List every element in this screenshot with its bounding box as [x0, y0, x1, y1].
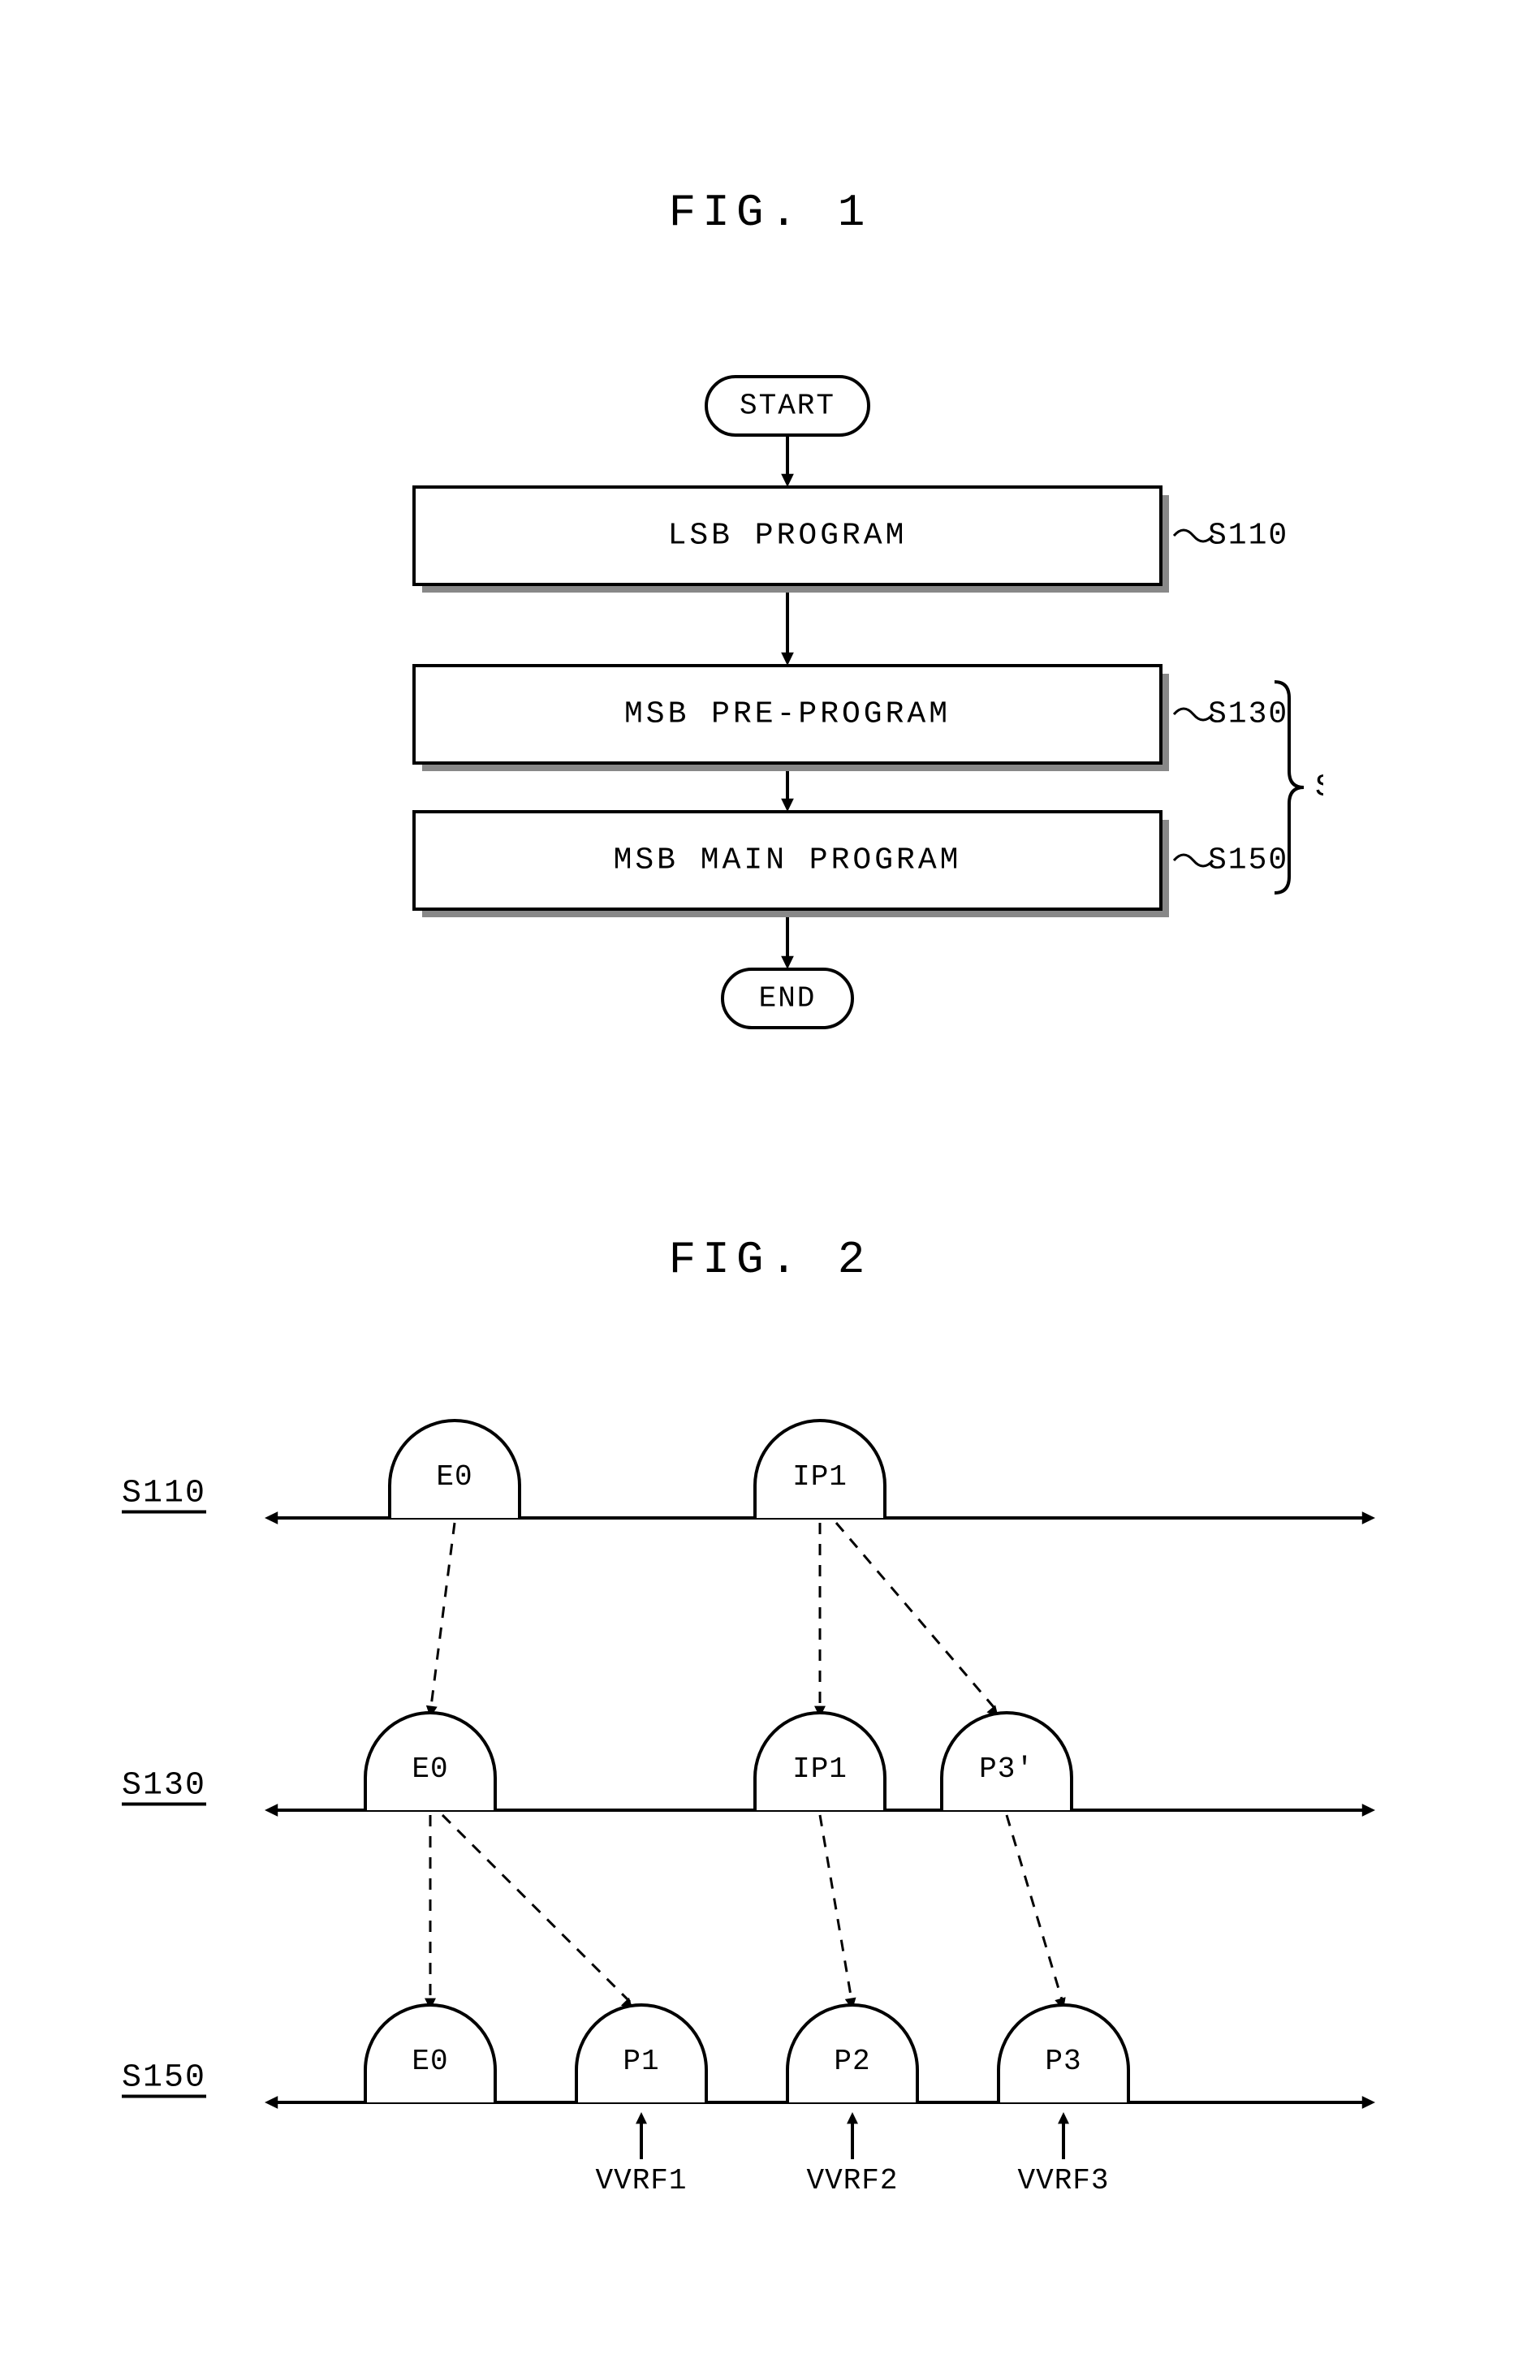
hump-s150-p2-label: P2 — [834, 2045, 870, 2078]
hump-s110-e0-label: E0 — [436, 1460, 472, 1494]
step-label-s130: S130 — [1208, 697, 1288, 732]
step-group-label: S120 — [1315, 770, 1323, 805]
hump-s150-p1-label: P1 — [623, 2045, 659, 2078]
step-label-s110: S110 — [1208, 519, 1288, 554]
vvrf-label: VVRF2 — [806, 2164, 898, 2197]
process-s130: MSB PRE-PROGRAM — [624, 697, 951, 732]
figure-2-diagram: S110 E0 IP1 S130 E0 IP1 P3' S150 E0 P1 P2 P3 VVRF1 VV… — [106, 1412, 1437, 2265]
end-terminal: END — [759, 982, 817, 1015]
start-terminal: START — [740, 390, 835, 423]
vvrf-label: VVRF3 — [1017, 2164, 1109, 2197]
hump-s130-p3p-label: P3' — [979, 1753, 1034, 1786]
figure-1-title: FIG. 1 — [0, 187, 1540, 239]
hump-s150-e0-label: E0 — [412, 2045, 448, 2078]
process-s150: MSB MAIN PROGRAM — [614, 843, 962, 878]
step-label-s150: S150 — [1208, 843, 1288, 878]
hump-s150-p3-label: P3 — [1045, 2045, 1081, 2078]
figure-2-title: FIG. 2 — [0, 1234, 1540, 1286]
vvrf-label: VVRF1 — [595, 2164, 687, 2197]
row-label-s130: S130 — [122, 1768, 206, 1804]
figure-1-flowchart: START LSB PROGRAM S110 MSB PRE-PROGRAM S130 M… — [252, 373, 1323, 1039]
process-s110: LSB PROGRAM — [668, 519, 908, 554]
row-label-s110: S110 — [122, 1476, 206, 1512]
hump-s130-ip1-label: IP1 — [792, 1753, 848, 1786]
hump-s110-ip1-label: IP1 — [792, 1460, 848, 1494]
row-label-s150: S150 — [122, 2060, 206, 2097]
hump-s130-e0-label: E0 — [412, 1753, 448, 1786]
